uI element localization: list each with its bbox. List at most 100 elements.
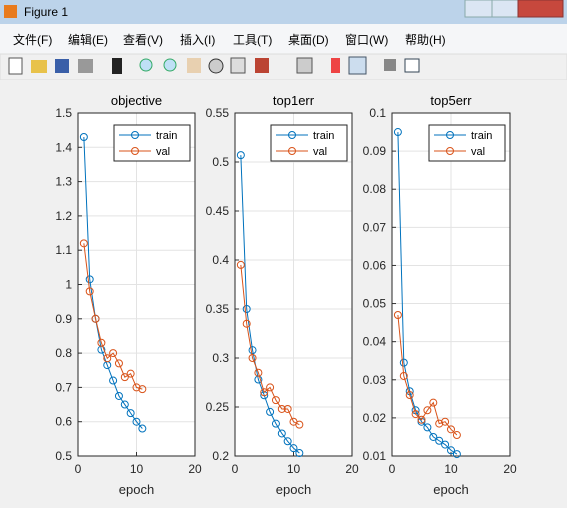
y-tick-label: 0.7 xyxy=(55,380,72,394)
y-tick-label: 0.25 xyxy=(206,400,230,414)
data-point xyxy=(271,419,280,428)
y-tick-label: 0.45 xyxy=(206,204,230,218)
chart-title: objective xyxy=(111,93,162,108)
data-point xyxy=(441,417,450,426)
data-point xyxy=(132,383,141,392)
data-point xyxy=(242,305,251,313)
tool-open[interactable] xyxy=(31,60,47,73)
maximize-button[interactable] xyxy=(491,0,519,18)
legend-label: train xyxy=(471,130,492,142)
data-point xyxy=(435,419,444,428)
y-tick-label: 1.4 xyxy=(55,140,72,154)
tool-datacursor[interactable] xyxy=(230,57,246,74)
tool-save[interactable] xyxy=(55,59,69,73)
y-tick-label: 0.3 xyxy=(212,351,229,365)
x-tick-label: 20 xyxy=(345,462,359,476)
tool-brush[interactable] xyxy=(255,58,269,73)
legend-label: val xyxy=(156,146,170,158)
menu-item[interactable]: 插入(I) xyxy=(180,33,215,47)
data-point xyxy=(109,349,118,358)
menu-item[interactable]: 编辑(E) xyxy=(68,32,108,47)
y-tick-label: 1.1 xyxy=(55,243,72,257)
tool-new[interactable] xyxy=(8,57,23,75)
data-point xyxy=(120,373,129,382)
data-point xyxy=(411,410,420,419)
tool-colorbar[interactable] xyxy=(331,58,340,73)
data-point xyxy=(289,444,298,453)
tool-pan[interactable] xyxy=(187,58,201,73)
data-point xyxy=(236,151,245,160)
data-point xyxy=(114,359,123,368)
tool-hide[interactable] xyxy=(384,59,396,71)
legend-label: train xyxy=(156,130,177,142)
menu-item[interactable]: 帮助(H) xyxy=(405,33,446,47)
data-point xyxy=(393,128,402,137)
data-point xyxy=(423,406,432,415)
tool-zoom-in[interactable] xyxy=(139,58,153,72)
data-point xyxy=(399,371,408,380)
data-point xyxy=(254,368,263,377)
menu-bar xyxy=(0,24,567,54)
y-tick-label: 0.8 xyxy=(55,346,72,360)
data-point xyxy=(132,417,141,426)
data-point xyxy=(79,133,88,142)
y-tick-label: 1.3 xyxy=(55,175,72,189)
data-point xyxy=(295,449,304,458)
data-point xyxy=(126,369,135,378)
toolbar xyxy=(0,53,567,81)
x-tick-label: 10 xyxy=(444,462,458,476)
data-point xyxy=(452,431,461,440)
menu-item[interactable]: 文件(F) xyxy=(13,32,52,47)
data-point xyxy=(277,404,286,413)
menu-item[interactable]: 窗口(W) xyxy=(345,33,388,47)
menu-item[interactable]: 桌面(D) xyxy=(288,33,329,47)
x-axis-label: epoch xyxy=(276,482,311,497)
menu-item[interactable]: 工具(T) xyxy=(233,33,272,47)
toolbar-icons xyxy=(8,56,420,75)
y-tick-label: 0.09 xyxy=(363,144,387,158)
data-point xyxy=(417,415,426,424)
y-tick-label: 1.2 xyxy=(55,209,72,223)
data-point xyxy=(435,436,444,445)
data-point xyxy=(236,260,245,269)
tool-dock[interactable] xyxy=(404,58,420,73)
data-point xyxy=(266,407,275,416)
data-point xyxy=(260,388,269,397)
y-tick-label: 0.01 xyxy=(363,449,387,463)
tool-link[interactable] xyxy=(296,57,313,74)
menu-item[interactable]: 查看(V) xyxy=(123,33,163,47)
data-point xyxy=(429,432,438,441)
axes-box xyxy=(77,112,196,457)
legend-label: val xyxy=(313,146,327,158)
close-button[interactable] xyxy=(517,0,564,18)
data-point xyxy=(248,354,257,362)
data-point xyxy=(126,409,135,418)
x-tick-label: 0 xyxy=(75,462,82,476)
y-tick-label: 0.06 xyxy=(363,258,387,272)
legend-box xyxy=(113,124,191,162)
y-tick-label: 0.05 xyxy=(363,297,387,311)
series-line xyxy=(83,243,143,390)
data-point xyxy=(91,314,100,323)
y-tick-label: 0.07 xyxy=(363,220,387,234)
legend-marker xyxy=(131,131,139,139)
tool-select[interactable] xyxy=(112,58,122,74)
chart-title: top5err xyxy=(430,93,472,108)
data-point xyxy=(423,423,432,432)
tool-rotate[interactable] xyxy=(208,58,224,74)
data-point xyxy=(405,391,414,400)
x-axis-label: epoch xyxy=(119,482,154,497)
data-point xyxy=(283,437,292,446)
x-tick-label: 20 xyxy=(503,462,517,476)
minimize-button[interactable] xyxy=(464,0,493,18)
series-line xyxy=(240,264,300,426)
series-line xyxy=(240,155,300,454)
tool-zoom-out[interactable] xyxy=(163,58,177,72)
y-tick-label: 0.5 xyxy=(212,155,229,169)
x-tick-label: 10 xyxy=(130,462,144,476)
tool-print[interactable] xyxy=(78,59,93,73)
tool-legend[interactable] xyxy=(348,56,367,75)
data-point xyxy=(399,358,408,367)
axes-box xyxy=(234,112,353,457)
